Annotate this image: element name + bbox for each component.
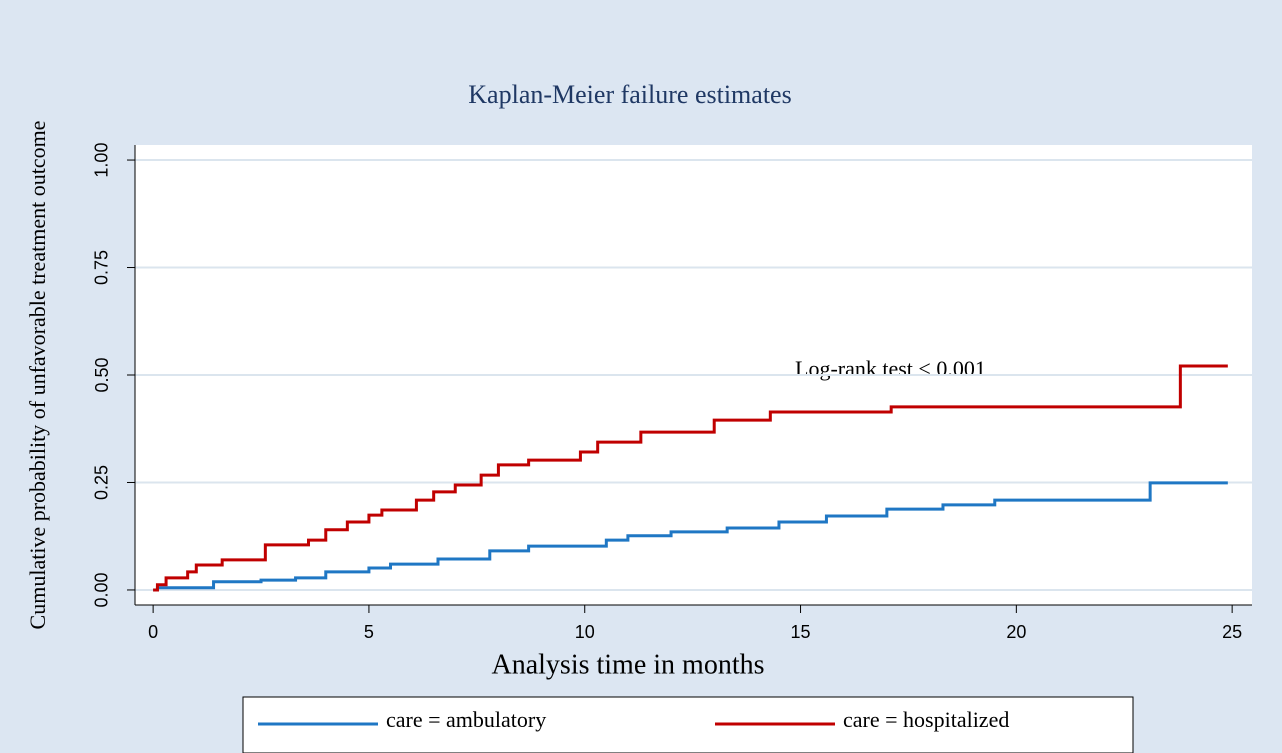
annotation: Log-rank test < 0.001 bbox=[795, 356, 986, 381]
x-axis-title: Analysis time in months bbox=[492, 649, 765, 680]
y-tick-label: 0.00 bbox=[92, 572, 112, 607]
x-tick-label: 20 bbox=[1006, 622, 1026, 642]
x-tick-label: 0 bbox=[148, 622, 158, 642]
y-tick-label: 0.50 bbox=[92, 357, 112, 392]
x-tick-label: 10 bbox=[575, 622, 595, 642]
y-axis-title: Cumulative probability of unfavorable tr… bbox=[25, 121, 50, 630]
y-tick-label: 1.00 bbox=[92, 143, 112, 178]
legend-label: care = hospitalized bbox=[843, 707, 1009, 732]
km-curve bbox=[153, 364, 1228, 592]
y-tick-label: 0.25 bbox=[92, 465, 112, 500]
y-tick-label: 0.75 bbox=[92, 250, 112, 285]
legend-label: care = ambulatory bbox=[386, 707, 546, 732]
legend bbox=[242, 696, 1134, 753]
x-tick-label: 5 bbox=[364, 622, 374, 642]
chart-title: Kaplan-Meier failure estimates bbox=[468, 80, 791, 109]
km-curve bbox=[153, 481, 1228, 592]
x-tick-label: 15 bbox=[791, 622, 811, 642]
x-tick-label: 25 bbox=[1222, 622, 1242, 642]
